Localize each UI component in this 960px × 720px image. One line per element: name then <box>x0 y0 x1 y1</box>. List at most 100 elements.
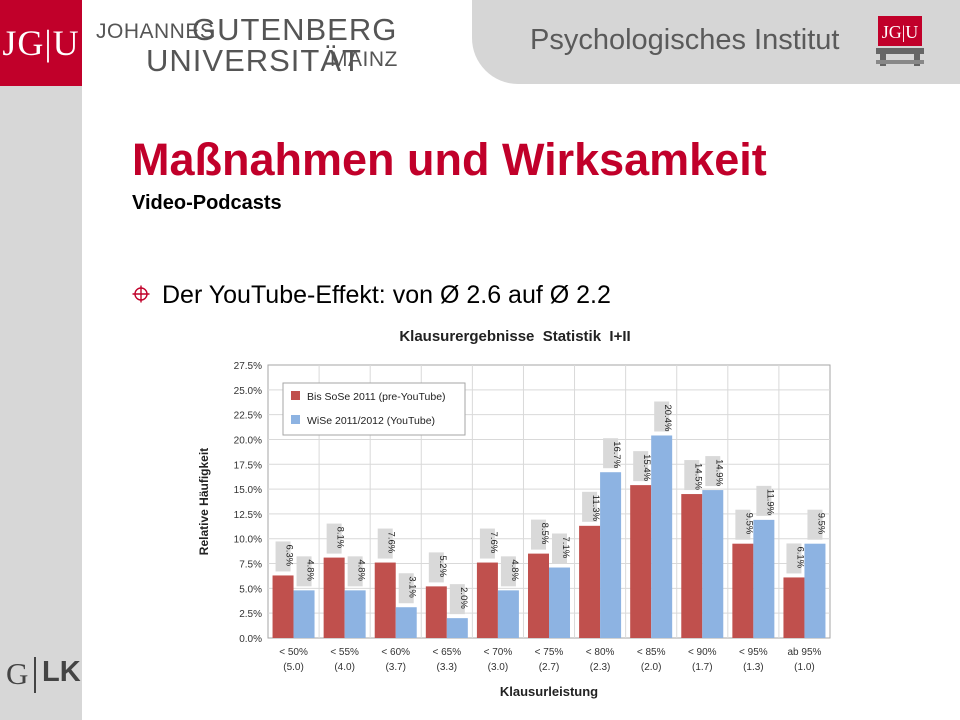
data-label: 7.1% <box>560 537 571 559</box>
data-label: 2.0% <box>458 587 469 609</box>
data-label-box <box>428 552 444 583</box>
data-label-box <box>705 456 721 487</box>
data-label-box <box>296 556 312 587</box>
institute-logo-text: JG|U <box>882 22 919 42</box>
data-label-box <box>582 491 598 522</box>
data-label-box <box>807 509 823 540</box>
y-tick-label: 7.5% <box>239 560 262 571</box>
data-label-box <box>684 460 700 491</box>
bar <box>528 553 549 638</box>
x-tick-label: < 60% <box>381 647 410 658</box>
x-tick-label: < 55% <box>330 647 359 658</box>
bar <box>630 485 652 638</box>
x-tick-label-grade: (3.7) <box>385 662 406 673</box>
data-label-box <box>531 519 546 550</box>
x-tick-label-grade: (3.0) <box>488 662 509 673</box>
bar <box>651 435 673 638</box>
data-label: 14.5% <box>692 463 703 490</box>
x-tick-label: < 80% <box>586 647 615 658</box>
bar <box>497 590 519 638</box>
data-label: 4.8% <box>305 559 316 581</box>
bar <box>732 543 754 638</box>
data-label-box <box>275 541 291 572</box>
y-axis-title: Relative Häufigkeit <box>197 448 211 555</box>
x-tick-label-grade: (2.0) <box>641 662 662 673</box>
data-label: 16.7% <box>611 441 622 468</box>
x-tick-label: < 65% <box>432 647 461 658</box>
slide-title: Maßnahmen und Wirksamkeit <box>132 134 767 185</box>
x-tick-label: < 75% <box>535 647 564 658</box>
data-label-box <box>347 556 363 587</box>
y-tick-label: 20.0% <box>234 435 262 446</box>
legend-swatch <box>291 391 300 400</box>
bar <box>702 490 724 638</box>
data-label: 14.9% <box>713 459 724 486</box>
bar <box>344 590 366 638</box>
bar <box>395 607 417 638</box>
bar <box>323 557 345 638</box>
crosshair-bullet-icon <box>132 285 150 303</box>
data-label: 11.9% <box>764 489 775 516</box>
bar <box>272 575 294 638</box>
data-label-box <box>633 451 649 482</box>
y-tick-label: 17.5% <box>234 460 262 471</box>
left-side-strip <box>0 86 82 720</box>
y-tick-label: 12.5% <box>234 510 262 521</box>
x-tick-label: < 95% <box>739 647 768 658</box>
bullet-youtube-effect: Der YouTube-Effekt: von Ø 2.6 auf Ø 2.2 <box>162 281 611 309</box>
y-tick-label: 22.5% <box>234 411 262 422</box>
data-label: 4.8% <box>509 559 520 581</box>
legend-swatch <box>291 415 300 424</box>
bar <box>804 543 826 638</box>
bar <box>476 562 498 638</box>
data-label-box <box>326 523 342 554</box>
legend-label: WiSe 2011/2012 (YouTube) <box>307 415 435 427</box>
x-tick-label: < 50% <box>279 647 308 658</box>
data-label: 4.8% <box>356 559 367 581</box>
uni-name-universitaet: UNIVERSITÄT <box>146 43 362 78</box>
jgu-logo: JG|U <box>0 0 82 86</box>
x-tick-label: < 70% <box>484 647 513 658</box>
legend-label: Bis SoSe 2011 (pre-YouTube) <box>307 391 446 403</box>
data-label-box <box>756 485 772 516</box>
data-label-box <box>654 401 670 432</box>
bar <box>600 472 622 638</box>
data-label-box <box>479 528 495 559</box>
x-tick-label-grade: (2.7) <box>539 662 560 673</box>
slide-subtitle: Video-Podcasts <box>132 192 282 214</box>
y-tick-label: 10.0% <box>234 535 262 546</box>
data-label-box <box>398 573 414 604</box>
x-tick-label-grade: (4.0) <box>334 662 355 673</box>
results-chart: 0.0% 2.5% 5.0% 7.5% 10.0% 12.5% 15.0% 17.5% 20.0… <box>190 322 840 710</box>
bar <box>425 586 447 638</box>
x-tick-label: < 90% <box>688 647 717 658</box>
bar <box>446 618 468 638</box>
data-label: 8.1% <box>335 527 346 549</box>
data-label: 7.6% <box>386 532 397 554</box>
bar <box>753 519 775 638</box>
data-label-box <box>449 584 465 615</box>
data-label: 15.4% <box>641 454 652 481</box>
x-tick-label: ab 95% <box>787 647 821 658</box>
legend-box <box>282 382 466 436</box>
data-label-box <box>735 509 751 540</box>
data-label: 8.5% <box>539 523 550 545</box>
uni-name-johannes: JOHANNES <box>96 20 215 43</box>
data-label: 7.6% <box>488 532 499 554</box>
x-tick-label: < 85% <box>637 647 666 658</box>
bar <box>293 590 315 638</box>
x-tick-label-grade: (1.0) <box>794 662 815 673</box>
data-label-box <box>552 533 567 564</box>
x-tick-label-grade: (1.3) <box>743 662 764 673</box>
glk-logo: G LK <box>6 656 81 693</box>
x-tick-label-grade: (1.7) <box>692 662 713 673</box>
data-label: 11.3% <box>590 495 601 522</box>
bar <box>374 562 396 638</box>
y-tick-label: 5.0% <box>239 584 262 595</box>
x-tick-label-grade: (2.3) <box>590 662 611 673</box>
data-label-box <box>377 528 393 559</box>
slide-header: JG|U JOHANNES GUTENBERG UNIVERSITÄT MAIN… <box>0 0 960 86</box>
y-tick-label: 15.0% <box>234 485 262 496</box>
data-label: 6.3% <box>284 544 295 566</box>
data-label-box <box>603 438 619 469</box>
